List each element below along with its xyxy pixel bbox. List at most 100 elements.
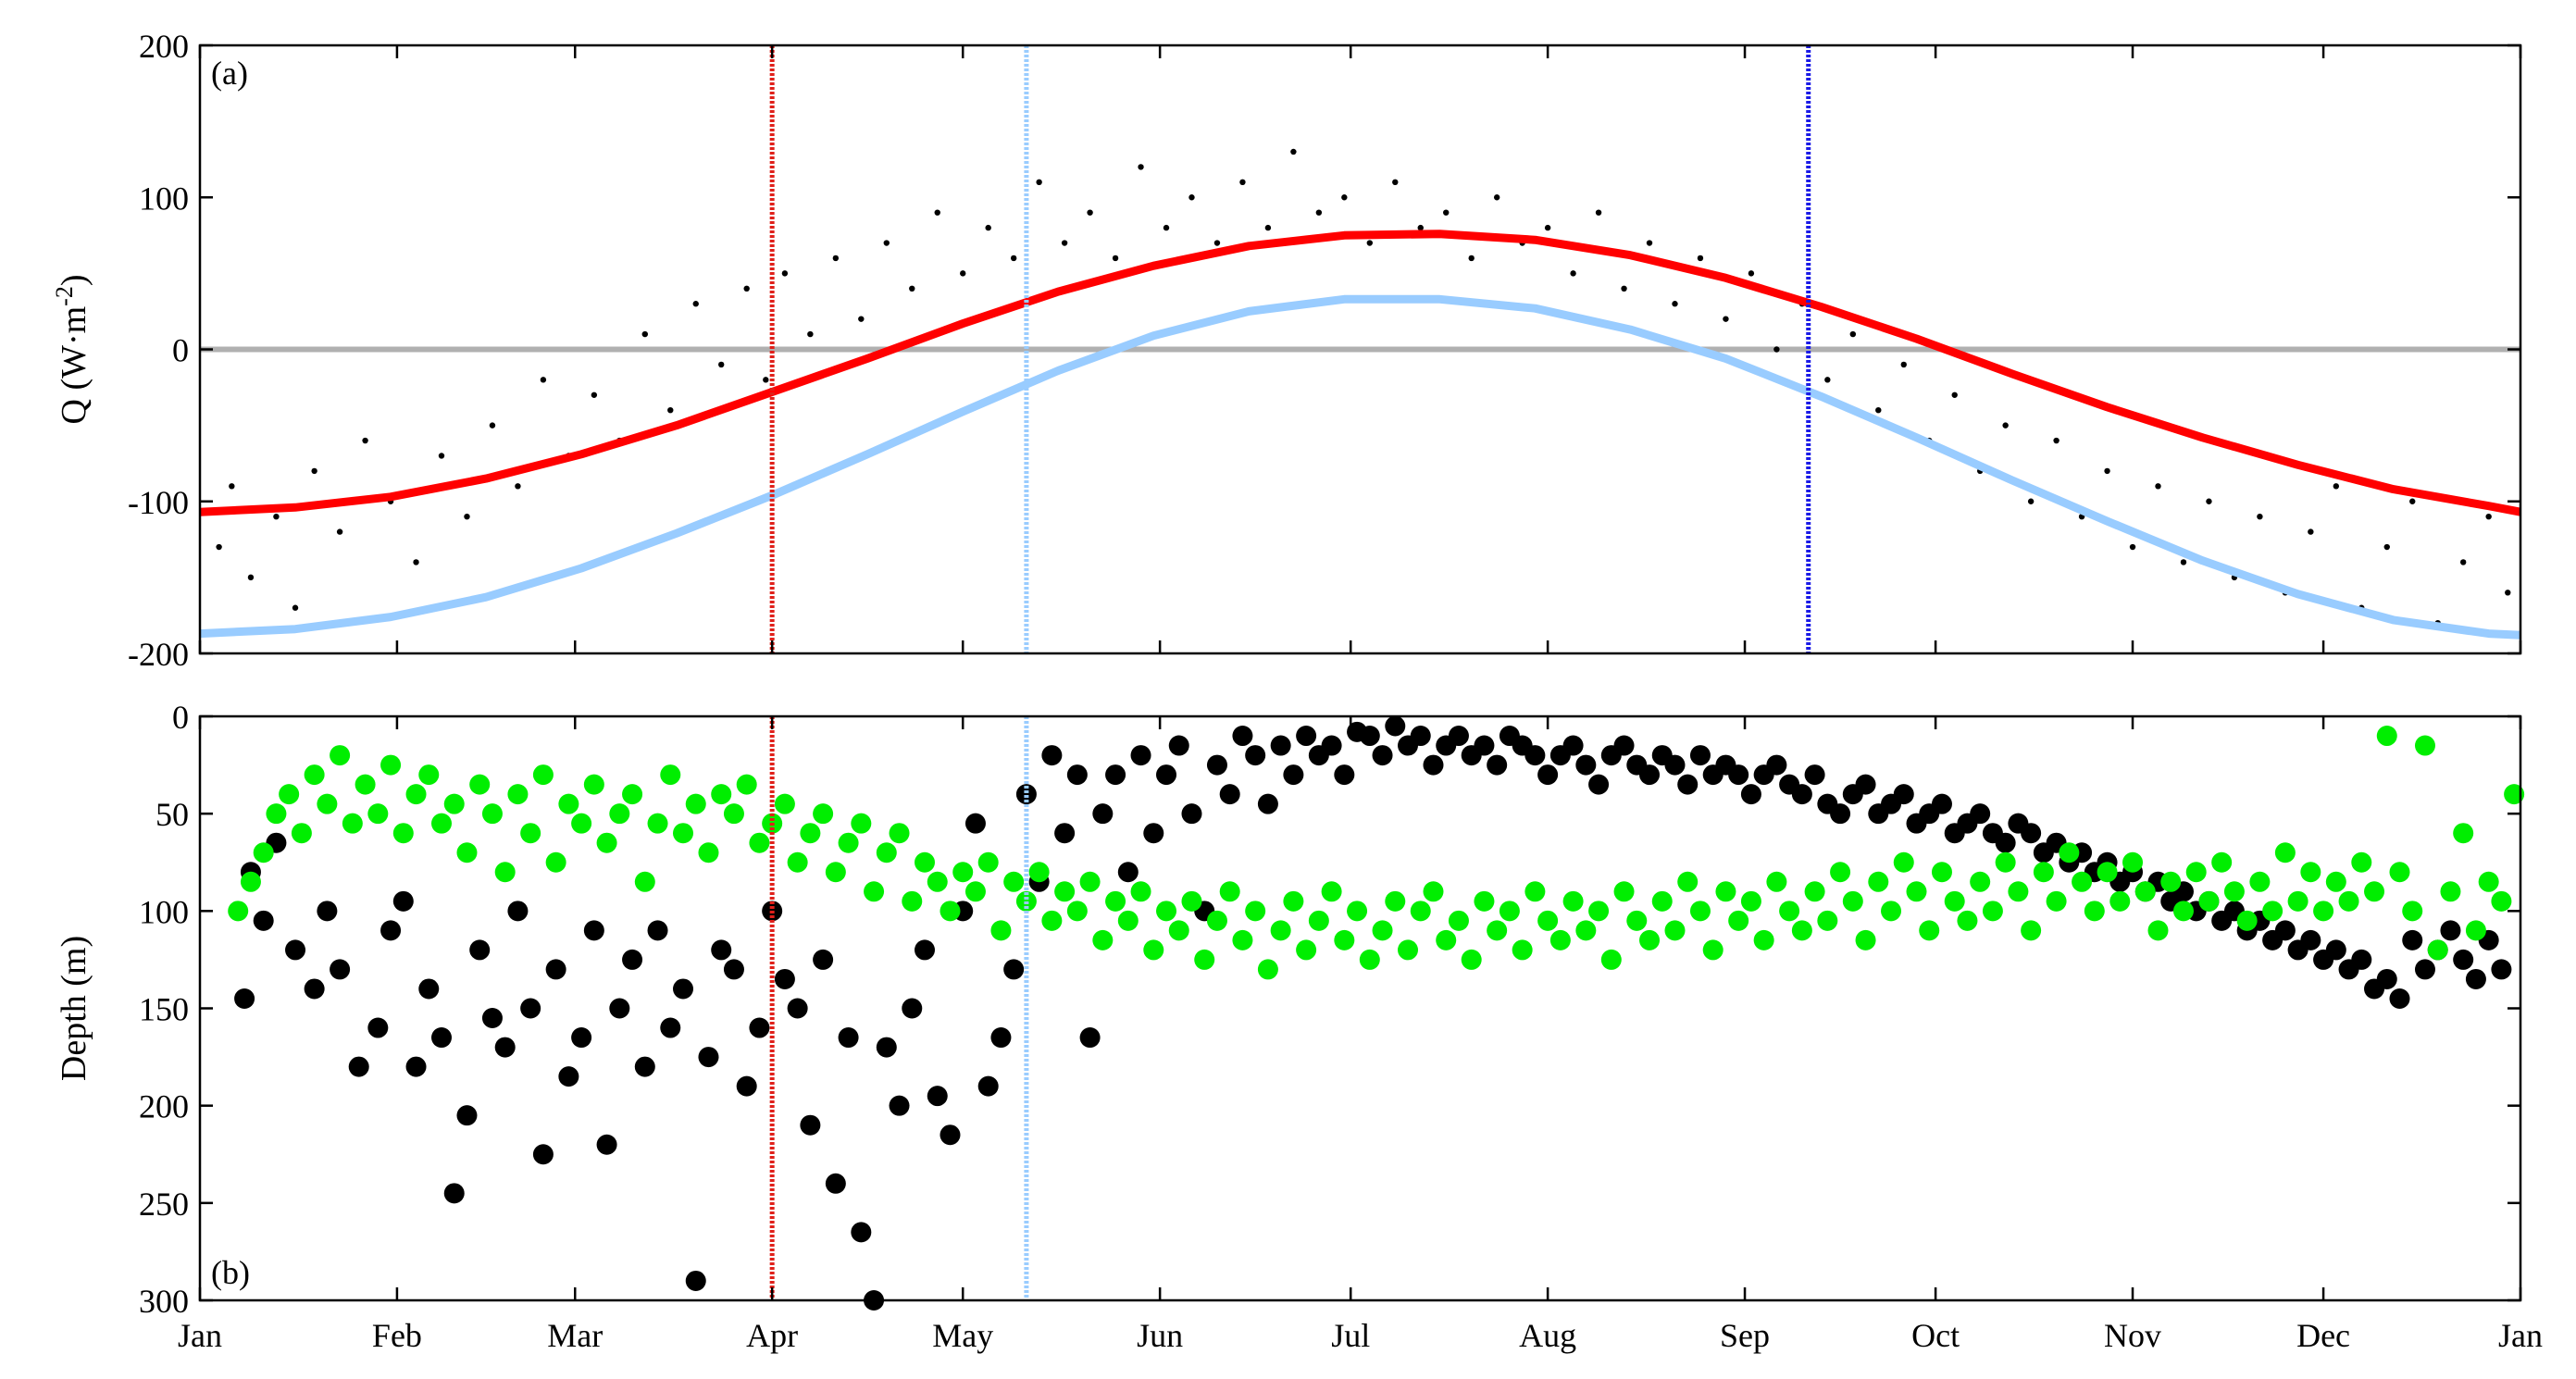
fit-lines — [199, 230, 2521, 640]
black-depth-point — [800, 1114, 821, 1136]
green-depth-point — [1028, 862, 1050, 883]
green-depth-point — [571, 813, 592, 834]
x-tick-label: Oct — [1911, 1317, 1960, 1354]
black-depth-point — [825, 1173, 846, 1194]
black-depth-point — [1410, 726, 1431, 747]
black-depth-point — [1766, 754, 1787, 776]
green-depth-point — [2134, 881, 2156, 902]
green-depth-point — [1740, 890, 1761, 912]
black-depth-point — [927, 1086, 948, 1107]
green-depth-point — [787, 851, 808, 873]
green-depth-point — [2300, 862, 2321, 883]
scatter-point — [311, 467, 317, 475]
green-depth-point — [1689, 901, 1711, 922]
y-tick-label: 200 — [139, 28, 189, 65]
green-depth-point — [1855, 929, 1876, 950]
green-depth-point — [2046, 890, 2067, 912]
green-depth-point — [2478, 871, 2499, 892]
black-depth-point — [2021, 823, 2042, 844]
green-depth-point — [469, 774, 491, 795]
scatter-point — [2308, 528, 2314, 535]
green-depth-point — [1626, 910, 1648, 931]
scatter-point — [2027, 498, 2035, 504]
scatter-point — [2053, 437, 2060, 444]
green-depth-point — [927, 871, 948, 892]
green-depth-point — [1881, 901, 1902, 922]
green-depth-point — [1944, 890, 1965, 912]
green-depth-point — [1054, 881, 1076, 902]
black-depth-point — [431, 1027, 453, 1049]
green-depth-point — [1219, 881, 1240, 902]
black-depth-point — [1296, 726, 1317, 747]
scatter-point — [743, 285, 750, 292]
black-depth-point — [1156, 764, 1177, 786]
scatter-point — [1493, 194, 1500, 201]
green-depth-point — [2389, 862, 2410, 883]
black-depth-point — [660, 1017, 681, 1038]
black-depth-point — [1830, 803, 1851, 825]
scatter-point — [1087, 209, 1093, 216]
black-depth-point — [685, 1270, 706, 1291]
black-depth-point — [1079, 1027, 1101, 1049]
scatter-point — [1900, 361, 1907, 368]
green-depth-point — [2504, 784, 2525, 805]
green-depth-point — [1575, 920, 1597, 941]
green-depth-point — [1372, 920, 1393, 941]
black-depth-point — [380, 920, 402, 941]
green-depth-point — [2236, 910, 2258, 931]
scatter-point — [832, 255, 840, 262]
black-depth-point — [1206, 754, 1227, 776]
black-depth-point — [1970, 803, 1991, 825]
green-depth-point — [266, 803, 287, 825]
green-depth-point — [2414, 735, 2435, 756]
black-depth-point — [673, 978, 694, 1000]
green-depth-point — [851, 813, 872, 834]
scatter-point — [2485, 513, 2492, 520]
green-depth-point — [902, 890, 923, 912]
green-depth-point — [1041, 910, 1063, 931]
black-depth-point — [2274, 920, 2296, 941]
green-depth-point — [1436, 929, 1457, 950]
black-depth-point — [1015, 784, 1037, 805]
scatter-point — [1188, 194, 1195, 201]
green-depth-point — [774, 793, 795, 814]
scatter-point — [515, 483, 521, 490]
scatter-point — [591, 391, 598, 398]
green-depth-point — [2172, 901, 2194, 922]
scatter-point — [464, 513, 470, 520]
scatter-point — [1824, 377, 1831, 383]
green-depth-point — [1156, 901, 1177, 922]
green-depth-point — [1181, 890, 1202, 912]
green-depth-point — [355, 774, 376, 795]
green-depth-point — [481, 803, 503, 825]
scatter-point — [2180, 559, 2187, 565]
y-tick-label: -100 — [128, 484, 189, 521]
black-depth-point — [889, 1095, 910, 1116]
green-depth-point — [1702, 939, 1724, 961]
y-axis-label: Q (W·m-2) — [51, 274, 94, 424]
scatter-point — [1646, 240, 1653, 246]
red-fit-line — [199, 230, 2521, 516]
scatter-point — [641, 330, 648, 338]
green-depth-point — [405, 784, 427, 805]
green-depth-point — [660, 764, 681, 786]
scatter-point — [336, 528, 343, 535]
scatter-point — [1341, 194, 1348, 201]
green-depth-point — [1753, 929, 1774, 950]
black-depth-point — [1537, 764, 1559, 786]
black-depth-point — [1219, 784, 1240, 805]
green-depth-point — [864, 881, 885, 902]
green-depth-point — [1982, 901, 2003, 922]
green-depth-point — [2021, 920, 2042, 941]
scatter-point — [1621, 285, 1627, 292]
green-depth-point — [1728, 910, 1749, 931]
scatter-point — [489, 422, 496, 429]
black-depth-point — [520, 998, 541, 1019]
green-depth-point — [647, 813, 668, 834]
black-depth-point — [1245, 745, 1266, 766]
black-depth-point — [1995, 832, 2016, 853]
green-depth-point — [2109, 890, 2131, 912]
y-tick-label: 100 — [139, 893, 189, 930]
green-depth-point — [1562, 890, 1584, 912]
